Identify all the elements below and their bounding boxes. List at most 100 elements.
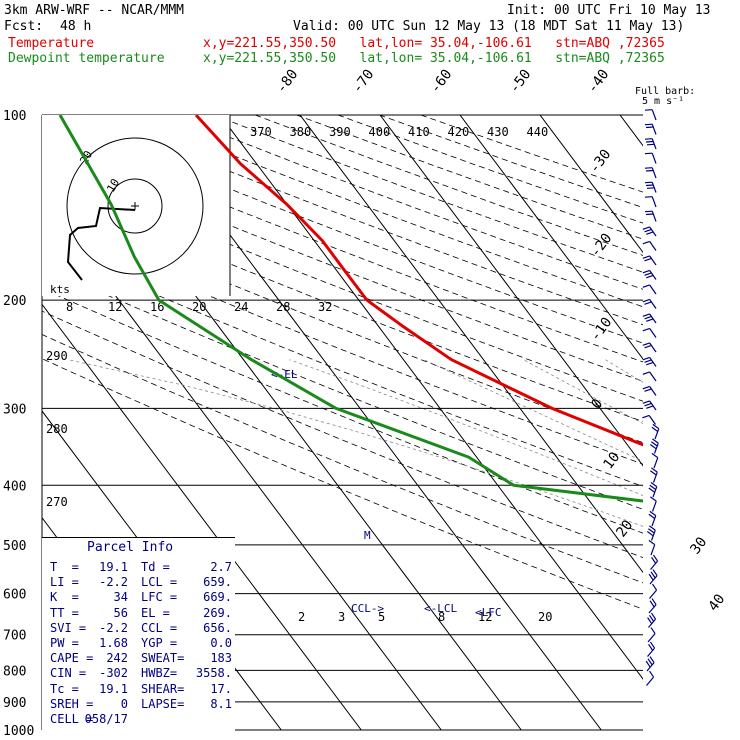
wind-barb-staff	[647, 647, 656, 657]
wind-barb-flag	[644, 359, 652, 363]
wind-barb-staff	[649, 299, 657, 309]
wind-barb-staff	[651, 515, 657, 527]
wind-barb-flag	[642, 255, 650, 259]
wind-barb	[644, 181, 657, 193]
parcel-info-key: TT =	[50, 605, 79, 620]
wind-barb-staff	[649, 328, 657, 338]
parcel-info-value: 19.1	[99, 560, 128, 574]
wind-barb-staff	[650, 560, 659, 570]
isotherm-line	[619, 115, 643, 147]
wind-barb-flag	[644, 402, 652, 407]
dewpoint-legend-label: Dewpoint temperature	[8, 51, 165, 66]
theta-label-upper: 400	[369, 125, 391, 139]
dry-adiabat-line	[42, 334, 643, 584]
dry-adiabat-line	[172, 115, 643, 290]
parcel-info-key: EL =	[141, 605, 170, 620]
dry-adiabat-line	[42, 166, 643, 402]
wind-barb-staff	[651, 123, 657, 135]
wind-barb-staff	[654, 428, 660, 440]
parcel-info-value: 1.68	[99, 636, 128, 650]
parcel-info-value: 19.1	[99, 681, 128, 696]
pressure-label: 800	[3, 664, 26, 679]
wind-barb	[649, 438, 659, 454]
temperature-tick-label: -60	[427, 67, 455, 97]
wind-barb-staff	[648, 415, 656, 425]
parcel-info-value: 669.	[203, 590, 232, 605]
wind-barb-staff	[647, 633, 656, 643]
wind-barb-flag	[649, 510, 657, 517]
wind-barb-flag	[644, 344, 652, 349]
hodograph-axis-label: kts	[50, 283, 70, 296]
wind-barb	[642, 400, 657, 411]
wind-barb-flag	[642, 269, 650, 274]
theta-label-left: 280	[46, 422, 68, 436]
wind-barb-staff	[646, 676, 655, 686]
dry-adiabat-line	[42, 288, 643, 534]
parcel-info-key: SHEAR=	[141, 681, 185, 696]
wind-barb-flag	[651, 467, 658, 473]
wind-barb	[648, 481, 658, 498]
parcel-info-key: LFC =	[141, 590, 178, 605]
wind-barb	[642, 298, 657, 309]
parcel-info-key: SVI =	[50, 620, 87, 635]
parcel-info-key: CAPE =	[50, 651, 94, 666]
wind-barb-flag	[648, 487, 656, 493]
isotherm-line	[219, 115, 643, 680]
wind-barb	[642, 356, 657, 367]
wind-barb-flag	[642, 226, 650, 230]
pressure-label: 400	[3, 479, 26, 494]
wind-barb	[644, 167, 657, 179]
mixing-ratio-label: 12	[478, 610, 492, 624]
wind-barb	[644, 123, 657, 135]
valid-time: Valid: 00 UTC Sun 12 May 13 (18 MDT Sat …	[293, 19, 685, 34]
parcel-info-key: CELL =	[50, 712, 94, 726]
wind-barb-flag	[649, 600, 655, 608]
wind-barb-flag	[645, 126, 654, 129]
temperature-tick-label: -50	[506, 67, 534, 97]
wind-barb	[644, 152, 657, 164]
wind-barb-flag	[649, 656, 655, 663]
wind-barb-flag	[644, 138, 653, 140]
wind-barb-flag	[646, 274, 654, 279]
dry-adiabat-line	[296, 115, 643, 240]
dry-adiabat-line	[420, 115, 643, 193]
temperature-tick-label: 10	[600, 449, 623, 472]
parcel-info-key: CCL =	[141, 620, 178, 635]
temperature-tick-label: 40	[705, 591, 728, 614]
mixing-ratio-label: 3	[338, 610, 345, 624]
temperature-tick-label: -20	[587, 231, 615, 261]
wind-barb-flag	[651, 583, 658, 591]
wind-barb-flag	[650, 627, 656, 634]
dry-adiabat-line	[42, 358, 643, 610]
barb-legend-line1: Full barb:	[635, 86, 695, 97]
temperature-tick-label: -30	[586, 147, 614, 177]
wind-barb	[642, 284, 657, 295]
parcel-info-key: Td =	[141, 560, 170, 574]
wind-barb	[649, 467, 658, 483]
wind-barb	[646, 525, 656, 541]
parcel-info-row: LI = -2.2 LCL = 659.	[42, 575, 235, 590]
wind-barb-flag	[646, 187, 655, 189]
temperature-tick-label: -40	[584, 67, 612, 97]
wind-barb-flag	[649, 484, 657, 490]
dry-adiabat-line	[42, 147, 643, 382]
parcel-info-key: CIN =	[50, 666, 87, 681]
parcel-info-row: K = 34 LFC = 669.	[42, 590, 235, 605]
temperature-legend-label: Temperature	[8, 36, 95, 51]
wind-barb	[651, 452, 659, 469]
dry-adiabat-line	[255, 115, 643, 256]
mixing-ratio-label: 20	[538, 610, 552, 624]
parcel-info-title: Parcel Info	[87, 540, 174, 555]
wind-barb-flag	[642, 284, 650, 288]
isotherm-line	[700, 115, 740, 730]
wind-barb-flag	[649, 615, 655, 622]
parcel-info-key: LI =	[50, 575, 79, 590]
wind-barb	[648, 539, 656, 556]
wind-barb	[644, 138, 657, 150]
parcel-info-value: 058/17	[84, 712, 128, 726]
wind-barb-staff	[649, 589, 658, 599]
wind-barb-flag	[644, 272, 652, 276]
wind-barb	[642, 240, 657, 251]
model-title: 3km ARW-WRF -- NCAR/MMM	[4, 3, 185, 18]
